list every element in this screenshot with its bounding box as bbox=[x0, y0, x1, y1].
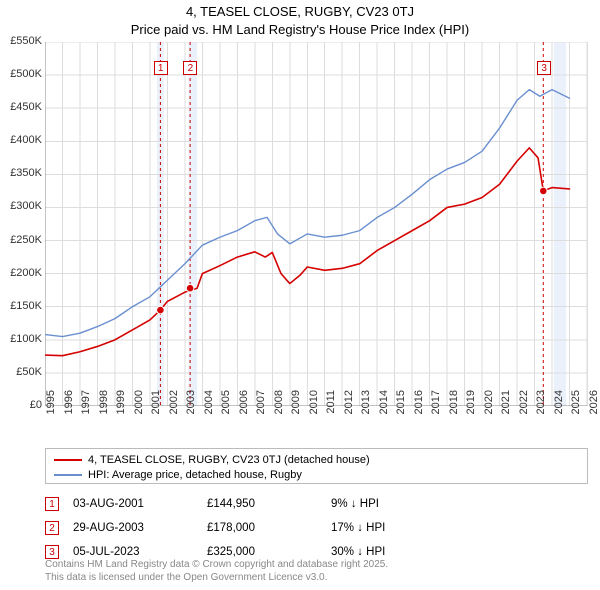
y-tick-label: £400K bbox=[0, 134, 42, 146]
event-date: 05-JUL-2023 bbox=[73, 546, 193, 558]
x-tick-label: 1998 bbox=[98, 390, 110, 430]
x-tick-label: 2005 bbox=[220, 390, 232, 430]
events-table: 1 03-AUG-2001 £144,950 9% ↓ HPI 2 29-AUG-2003… bbox=[45, 492, 588, 564]
x-tick-label: 2025 bbox=[570, 390, 582, 430]
legend-item: 4, TEASEL CLOSE, RUGBY, CV23 0TJ (detach… bbox=[54, 452, 579, 467]
x-tick-label: 2021 bbox=[500, 390, 512, 430]
x-tick-label: 2010 bbox=[308, 390, 320, 430]
y-tick-label: £550K bbox=[0, 35, 42, 47]
x-tick-label: 2024 bbox=[553, 390, 565, 430]
y-tick-label: £0 bbox=[0, 399, 42, 411]
event-price: £144,950 bbox=[207, 498, 317, 510]
footer-attribution: Contains HM Land Registry data © Crown c… bbox=[45, 559, 588, 584]
legend-swatch bbox=[54, 474, 82, 476]
x-tick-label: 2016 bbox=[413, 390, 425, 430]
chart-title: 4, TEASEL CLOSE, RUGBY, CV23 0TJ bbox=[0, 4, 600, 19]
legend-box: 4, TEASEL CLOSE, RUGBY, CV23 0TJ (detach… bbox=[45, 448, 588, 484]
x-tick-label: 2015 bbox=[395, 390, 407, 430]
x-tick-label: 2013 bbox=[360, 390, 372, 430]
x-tick-label: 2022 bbox=[518, 390, 530, 430]
x-tick-label: 2000 bbox=[133, 390, 145, 430]
x-tick-label: 2017 bbox=[430, 390, 442, 430]
x-tick-label: 2023 bbox=[535, 390, 547, 430]
x-tick-label: 2019 bbox=[465, 390, 477, 430]
event-marker-badge: 3 bbox=[537, 61, 551, 75]
legend-label: 4, TEASEL CLOSE, RUGBY, CV23 0TJ (detach… bbox=[88, 454, 370, 466]
event-date: 29-AUG-2003 bbox=[73, 522, 193, 534]
chart-subtitle: Price paid vs. HM Land Registry's House … bbox=[0, 22, 600, 37]
x-tick-label: 2001 bbox=[150, 390, 162, 430]
event-row: 1 03-AUG-2001 £144,950 9% ↓ HPI bbox=[45, 492, 588, 516]
y-tick-label: £200K bbox=[0, 267, 42, 279]
event-number-badge: 3 bbox=[45, 545, 59, 559]
event-price: £325,000 bbox=[207, 546, 317, 558]
event-date: 03-AUG-2001 bbox=[73, 498, 193, 510]
x-tick-label: 2014 bbox=[378, 390, 390, 430]
event-diff: 9% ↓ HPI bbox=[331, 498, 461, 510]
x-tick-label: 2026 bbox=[588, 390, 600, 430]
event-number-badge: 1 bbox=[45, 497, 59, 511]
event-row: 2 29-AUG-2003 £178,000 17% ↓ HPI bbox=[45, 516, 588, 540]
x-tick-label: 2018 bbox=[448, 390, 460, 430]
x-tick-label: 2008 bbox=[273, 390, 285, 430]
footer-line-2: This data is licensed under the Open Gov… bbox=[45, 572, 588, 585]
x-tick-label: 2011 bbox=[325, 390, 337, 430]
y-tick-label: £50K bbox=[0, 366, 42, 378]
event-marker-badge: 1 bbox=[154, 61, 168, 75]
x-tick-label: 2009 bbox=[290, 390, 302, 430]
y-tick-label: £250K bbox=[0, 234, 42, 246]
event-number-badge: 2 bbox=[45, 521, 59, 535]
chart-plot-area bbox=[45, 42, 588, 406]
x-tick-label: 2012 bbox=[343, 390, 355, 430]
legend-item: HPI: Average price, detached house, Rugb… bbox=[54, 467, 579, 482]
legend-label: HPI: Average price, detached house, Rugb… bbox=[88, 469, 302, 481]
y-tick-label: £300K bbox=[0, 200, 42, 212]
event-price: £178,000 bbox=[207, 522, 317, 534]
x-tick-label: 1997 bbox=[80, 390, 92, 430]
y-tick-label: £150K bbox=[0, 300, 42, 312]
x-tick-label: 2006 bbox=[238, 390, 250, 430]
y-tick-label: £100K bbox=[0, 333, 42, 345]
x-tick-label: 2007 bbox=[255, 390, 267, 430]
x-tick-label: 1999 bbox=[115, 390, 127, 430]
x-tick-label: 1995 bbox=[45, 390, 57, 430]
footer-line-1: Contains HM Land Registry data © Crown c… bbox=[45, 559, 588, 572]
y-tick-label: £350K bbox=[0, 167, 42, 179]
event-marker-badge: 2 bbox=[183, 61, 197, 75]
x-tick-label: 1996 bbox=[63, 390, 75, 430]
x-tick-label: 2003 bbox=[185, 390, 197, 430]
x-tick-label: 2020 bbox=[483, 390, 495, 430]
event-diff: 30% ↓ HPI bbox=[331, 546, 461, 558]
y-tick-label: £500K bbox=[0, 68, 42, 80]
root-container: 4, TEASEL CLOSE, RUGBY, CV23 0TJ Price p… bbox=[0, 0, 600, 590]
x-tick-label: 2004 bbox=[203, 390, 215, 430]
event-diff: 17% ↓ HPI bbox=[331, 522, 461, 534]
legend-swatch bbox=[54, 459, 82, 461]
x-tick-label: 2002 bbox=[168, 390, 180, 430]
y-tick-label: £450K bbox=[0, 101, 42, 113]
chart-svg bbox=[45, 42, 587, 406]
